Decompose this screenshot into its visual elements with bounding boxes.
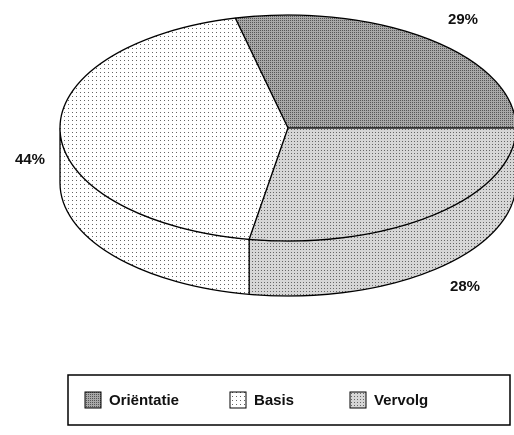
data-label: 29% [448, 11, 478, 28]
legend-box [67, 374, 511, 426]
data-label: 28% [450, 278, 480, 295]
slice [59, 17, 289, 241]
data-label: 44% [15, 151, 45, 168]
legend-label: Oriëntatie [109, 392, 179, 409]
legend-swatch [349, 391, 367, 409]
legend-swatch [84, 391, 102, 409]
legend-label: Basis [254, 392, 294, 409]
legend-swatch [229, 391, 247, 409]
slice [248, 127, 514, 242]
slice [234, 14, 514, 129]
legend-label: Vervolg [374, 392, 428, 409]
pie [59, 14, 514, 297]
